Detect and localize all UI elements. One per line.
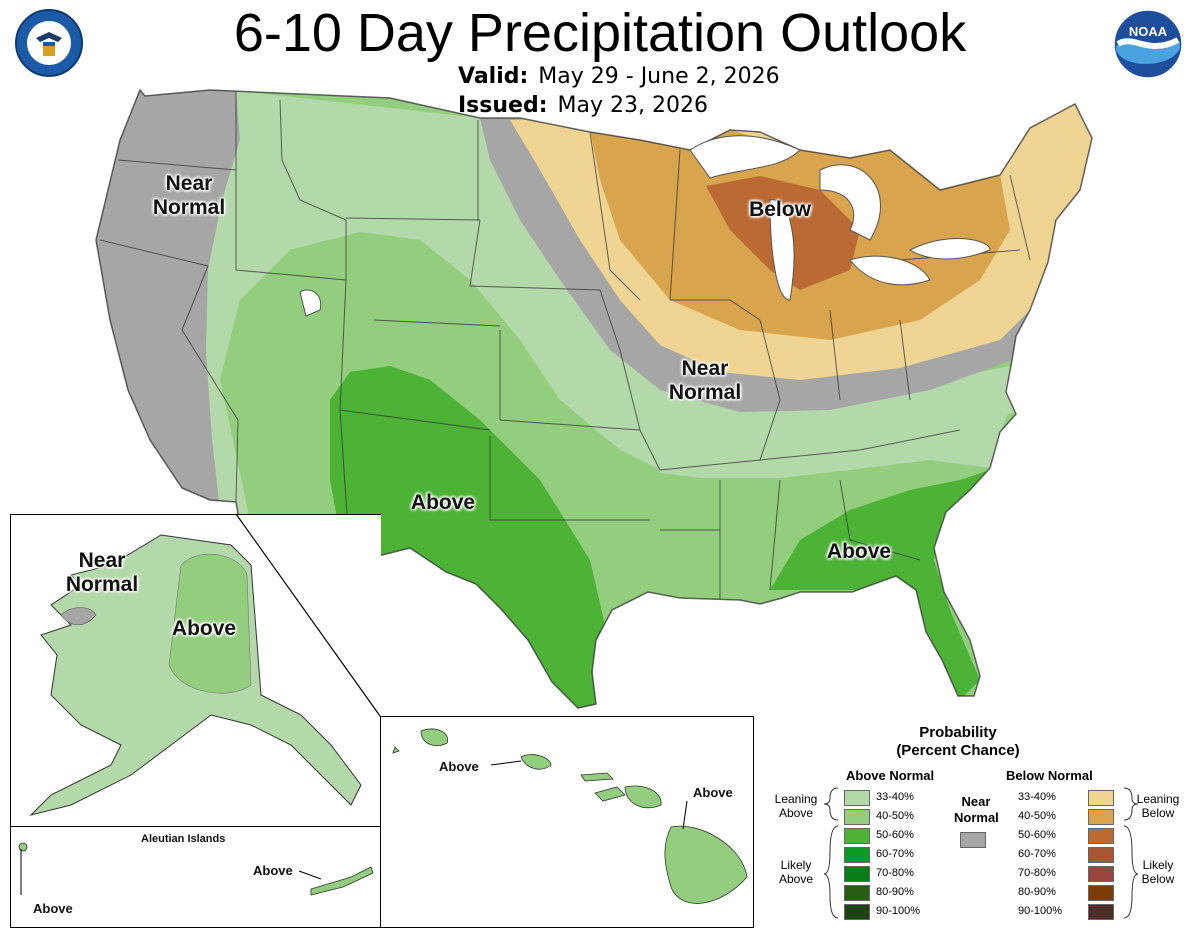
hawaii-inset: Above Above bbox=[380, 716, 754, 928]
label-alaska-above: Above bbox=[171, 617, 237, 640]
zone-leaning-above-west bbox=[200, 90, 1020, 520]
legend-leaning-below: Leaning Below bbox=[1136, 792, 1180, 820]
legend-above-label: 70-80% bbox=[876, 867, 914, 879]
legend-below-swatch bbox=[1088, 790, 1114, 806]
legend-below-label: 70-80% bbox=[1018, 867, 1056, 879]
aleutian-inset: Aleutian Islands Above Above bbox=[10, 826, 382, 928]
legend-below-label: 40-50% bbox=[1018, 810, 1056, 822]
legend-below-swatch bbox=[1088, 809, 1114, 825]
legend-below-swatch bbox=[1088, 885, 1114, 901]
legend-near-swatch bbox=[960, 832, 986, 848]
label-aleutian-above-west: Above bbox=[33, 901, 73, 916]
legend-above-label: 60-70% bbox=[876, 848, 914, 860]
zone-near-normal-band bbox=[478, 110, 1040, 412]
legend-below-label: 90-100% bbox=[1018, 905, 1063, 917]
label-below: Below bbox=[749, 198, 811, 221]
legend-above-label: 80-90% bbox=[876, 886, 914, 898]
legend-title: Probability (Percent Chance) bbox=[896, 724, 1020, 759]
map-title: 6-10 Day Precipitation Outlook bbox=[233, 3, 967, 63]
label-near-normal-central: Near Normal bbox=[668, 357, 742, 404]
aleutian-map bbox=[18, 842, 374, 896]
alaska-inset: Near Normal Above bbox=[10, 514, 381, 828]
hawaii-map bbox=[392, 728, 748, 904]
legend-above-label: 50-60% bbox=[876, 829, 914, 841]
legend-above-swatch bbox=[844, 809, 870, 825]
legend-above-swatch bbox=[844, 885, 870, 901]
label-hawaii-above-west: Above bbox=[439, 759, 479, 774]
legend-above-swatch bbox=[844, 904, 870, 920]
legend-above-heading: Above Normal bbox=[846, 768, 935, 783]
alaska-map bbox=[29, 534, 362, 816]
legend-below-label: 50-60% bbox=[1018, 829, 1056, 841]
label-alaska-near-normal: Near Normal bbox=[65, 549, 139, 596]
issued-label: Issued: bbox=[458, 93, 548, 118]
probability-legend: Probability (Percent Chance) Above Normal… bbox=[768, 722, 1198, 928]
legend-above-swatch bbox=[844, 790, 870, 806]
label-above-southwest: Above bbox=[410, 491, 476, 514]
legend-above-swatch bbox=[844, 828, 870, 844]
legend-below-swatch bbox=[1088, 847, 1114, 863]
legend-leaning-above: Leaning Above bbox=[774, 792, 818, 820]
legend-below-label: 60-70% bbox=[1018, 848, 1056, 860]
legend-below-label: 33-40% bbox=[1018, 791, 1056, 803]
valid-value: May 29 - June 2, 2026 bbox=[538, 64, 780, 89]
valid-dates: Valid: May 29 - June 2, 2026 bbox=[458, 64, 780, 89]
legend-below-swatch bbox=[1088, 904, 1114, 920]
legend-likely-above: Likely Above bbox=[778, 858, 814, 886]
legend-likely-below: Likely Below bbox=[1141, 858, 1175, 886]
label-hawaii-above-east: Above bbox=[693, 785, 733, 800]
valid-label: Valid: bbox=[458, 64, 529, 89]
legend-below-heading: Below Normal bbox=[1006, 768, 1093, 783]
label-above-southeast: Above bbox=[826, 540, 892, 563]
legend-below-swatch bbox=[1088, 866, 1114, 882]
issued-value: May 23, 2026 bbox=[557, 93, 708, 118]
great-lakes bbox=[299, 135, 991, 317]
commerce-seal-icon bbox=[15, 9, 83, 77]
legend-above-label: 33-40% bbox=[876, 791, 914, 803]
noaa-logo-icon: NOAA bbox=[1113, 9, 1183, 79]
legend-above-swatch bbox=[844, 866, 870, 882]
legend-above-label: 90-100% bbox=[876, 905, 921, 917]
aleutian-title: Aleutian Islands bbox=[141, 833, 226, 845]
zone-leaning-above-alaska-edge bbox=[640, 410, 1010, 478]
legend-below-swatch bbox=[1088, 828, 1114, 844]
legend-above-label: 40-50% bbox=[876, 810, 914, 822]
legend-braces bbox=[823, 787, 1139, 919]
legend-below-label: 80-90% bbox=[1018, 886, 1056, 898]
label-near-normal-west: Near Normal bbox=[152, 172, 226, 219]
label-aleutian-above-east: Above bbox=[253, 863, 293, 878]
legend-above-swatch bbox=[844, 847, 870, 863]
legend-near-heading: Near Normal bbox=[954, 794, 999, 825]
svg-text:NOAA: NOAA bbox=[1129, 24, 1168, 39]
issued-date: Issued: May 23, 2026 bbox=[458, 93, 708, 118]
